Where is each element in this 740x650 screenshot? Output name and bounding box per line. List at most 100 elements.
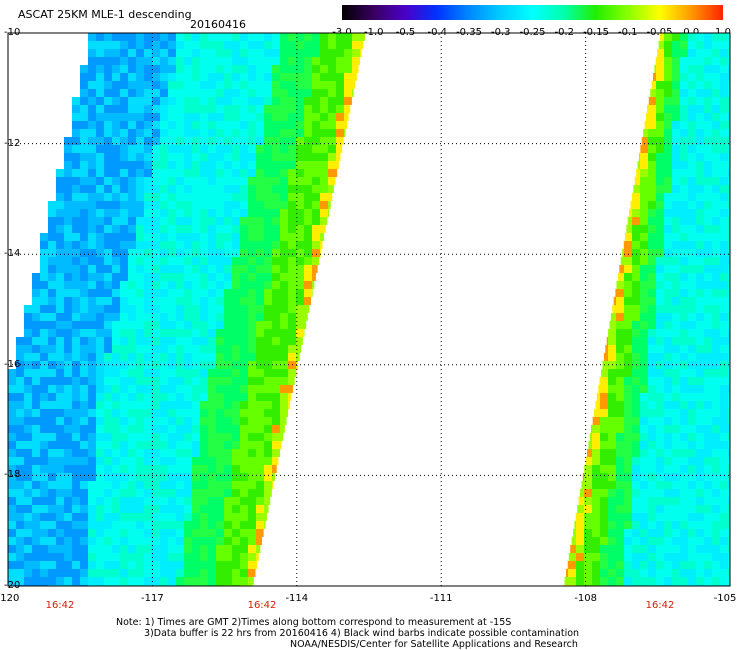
east-swath-cell xyxy=(688,345,696,353)
west-swath-cell xyxy=(136,577,144,585)
west-swath-cell xyxy=(216,513,224,521)
east-swath-cell xyxy=(608,409,616,417)
west-swath-cell xyxy=(40,265,48,273)
east-swath-cell xyxy=(720,553,728,561)
west-swath-cell xyxy=(328,153,336,161)
west-swath-cell xyxy=(296,177,304,185)
east-swath-cell xyxy=(616,369,624,377)
east-swath-cell xyxy=(568,553,577,561)
west-swath-cell xyxy=(24,345,32,353)
west-swath-cell xyxy=(224,385,232,393)
east-swath-cell xyxy=(728,425,730,433)
east-swath-cell xyxy=(584,497,592,505)
east-swath-cell xyxy=(648,161,656,169)
east-swath-cell xyxy=(648,553,656,561)
west-swath-cell xyxy=(112,145,120,153)
west-swath-cell xyxy=(72,313,80,321)
east-swath-cell xyxy=(656,177,664,185)
west-swath-cell xyxy=(176,513,184,521)
west-swath-cell xyxy=(192,505,200,513)
west-swath-cell xyxy=(176,177,184,185)
west-swath-cell xyxy=(224,353,232,361)
west-swath-cell xyxy=(272,273,280,281)
west-swath-cell xyxy=(128,105,136,113)
west-swath-cell xyxy=(168,57,176,65)
west-swath-cell xyxy=(248,161,256,169)
east-swath-cell xyxy=(656,57,664,65)
east-swath-cell xyxy=(648,273,656,281)
west-swath-cell xyxy=(96,305,104,313)
west-swath-cell xyxy=(104,201,112,209)
east-swath-cell xyxy=(720,49,728,57)
west-swath-cell xyxy=(112,353,120,361)
east-swath-cell xyxy=(624,553,632,561)
east-swath-cell xyxy=(688,521,696,529)
west-swath-cell xyxy=(320,241,323,249)
east-swath-cell xyxy=(664,497,672,505)
west-swath-cell xyxy=(104,521,112,529)
west-swath-cell xyxy=(200,329,208,337)
west-swath-cell xyxy=(304,305,310,313)
east-swath-cell xyxy=(696,353,704,361)
west-swath-cell xyxy=(136,529,144,537)
west-swath-cell xyxy=(304,321,307,329)
west-swath-cell xyxy=(152,465,160,473)
west-swath-cell xyxy=(256,329,264,337)
west-swath-cell xyxy=(256,489,264,497)
west-swath-cell xyxy=(280,185,288,193)
east-swath-cell xyxy=(648,505,656,513)
west-swath-cell xyxy=(184,345,192,353)
west-swath-cell xyxy=(168,321,176,329)
west-swath-cell xyxy=(160,473,168,481)
west-swath-cell xyxy=(160,521,168,529)
west-swath-cell xyxy=(88,473,96,481)
west-swath-cell xyxy=(200,57,208,65)
east-swath-cell xyxy=(624,401,632,409)
west-swath-cell xyxy=(72,177,80,185)
west-swath-cell xyxy=(72,241,80,249)
west-swath-cell xyxy=(64,401,72,409)
west-swath-cell xyxy=(312,169,320,177)
east-swath-cell xyxy=(696,41,704,49)
west-swath-cell xyxy=(272,265,280,273)
west-swath-cell xyxy=(248,489,256,497)
west-swath-cell xyxy=(64,177,72,185)
east-swath-cell xyxy=(696,529,704,537)
west-swath-cell xyxy=(40,425,48,433)
west-swath-cell xyxy=(72,169,80,177)
west-swath-cell xyxy=(112,505,120,513)
west-swath-cell xyxy=(280,193,288,201)
west-swath-cell xyxy=(320,129,328,137)
west-swath-cell xyxy=(272,121,280,129)
west-swath-cell xyxy=(104,377,112,385)
east-swath-cell xyxy=(680,513,688,521)
west-swath-cell xyxy=(272,369,280,377)
west-swath-cell xyxy=(176,369,184,377)
east-swath-cell xyxy=(648,177,656,185)
west-swath-cell xyxy=(48,225,56,233)
west-swath-cell xyxy=(288,73,296,81)
west-swath-cell xyxy=(80,305,88,313)
west-swath-cell xyxy=(24,377,32,385)
west-swath-cell xyxy=(56,441,64,449)
east-swath-cell xyxy=(720,465,728,473)
west-swath-cell xyxy=(128,225,136,233)
east-swath-cell xyxy=(648,385,656,393)
east-swath-cell xyxy=(704,89,712,97)
west-swath-cell xyxy=(80,369,88,377)
west-swath-cell xyxy=(24,473,32,481)
west-swath-cell xyxy=(192,329,200,337)
east-swath-cell xyxy=(720,321,728,329)
west-swath-cell xyxy=(64,353,72,361)
west-swath-cell xyxy=(40,489,48,497)
east-swath-cell xyxy=(704,281,712,289)
east-swath-cell xyxy=(696,537,704,545)
west-swath-cell xyxy=(224,177,232,185)
west-swath-cell xyxy=(152,145,160,153)
west-swath-cell xyxy=(192,137,200,145)
west-swath-cell xyxy=(256,185,264,193)
west-swath-cell xyxy=(128,49,136,57)
west-swath-cell xyxy=(104,89,112,97)
west-swath-cell xyxy=(8,377,16,385)
west-swath-cell xyxy=(200,513,208,521)
